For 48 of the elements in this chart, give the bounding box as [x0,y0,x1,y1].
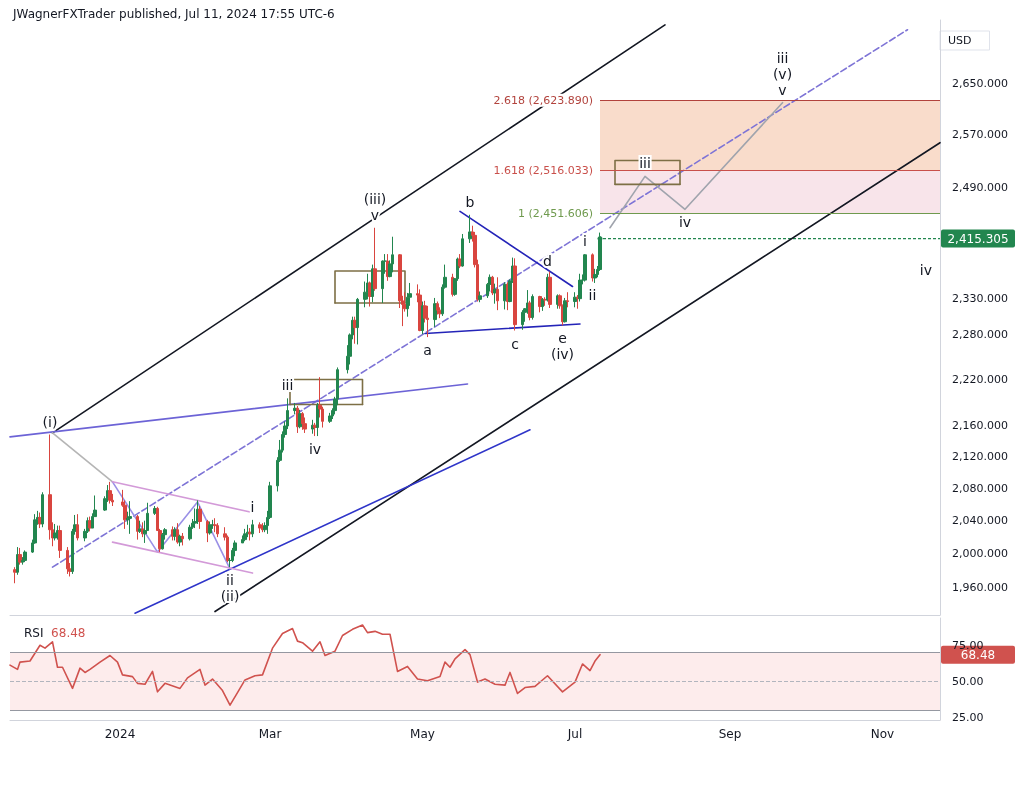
annotation: v [778,81,787,98]
y-tick-label: 2,220.000 [952,372,1008,386]
annotation: c [511,335,519,352]
text: 68.48 [960,647,996,662]
y-tick-label: 2,650.000 [952,77,1008,91]
y-tick-label: 2,280.000 [952,328,1008,342]
annotation: ii [588,286,597,303]
annotation: iii [776,49,789,66]
y-tick-label: 25.00 [952,710,984,724]
y-tick-label: 50.00 [952,674,984,688]
chart-title: JWagnerFXTrader published, Jul 11, 2024 17:55 UTC-6 [12,7,335,21]
annotation: 68.48 [51,626,86,640]
y-tick-label: 1,960.000 [952,581,1008,594]
annotation: iv [678,214,692,231]
annotation: 2,415.305 [947,231,1009,246]
ref-line-label: 1.618 (2,516.033) [493,163,593,177]
annotation: iv [919,261,932,278]
ref-line-label: 2.618 (2,623.890) [493,93,593,107]
y-tick-label: 2,570.000 [952,128,1008,142]
annotation: i [250,498,255,515]
annotation: ii [226,572,234,589]
annotation: (iii) [363,190,387,207]
annotation: (v) [772,65,793,82]
annotation: b [465,193,475,210]
annotation: d [543,252,552,269]
x-tick-label: Nov [870,727,895,741]
annotation: iv [308,441,322,458]
y-axis-title: USD [948,34,972,47]
annotation: (ii) [220,588,240,605]
annotation: (iv) [550,346,575,363]
x-tick-label: May [410,727,435,741]
ref-line-label: 1 (2,451.606) [517,207,593,221]
y-tick-label: 2,040.000 [952,514,1008,528]
x-tick-label: 2024 [104,727,136,741]
series-label: RSI [24,626,44,640]
y-tick-label: 2,000.000 [952,547,1008,561]
x-tick-label: Mar [258,727,282,741]
annotation: a [423,342,432,359]
annotation: e [558,330,567,347]
y-tick-label: 2,330.000 [952,292,1008,306]
annotation: (i) [42,413,58,430]
x-tick-label: Sep [718,727,742,741]
y-tick-label: 2,160.000 [952,418,1008,432]
y-tick-label: 2,120.000 [952,449,1008,463]
x-tick-label: Jul [566,727,583,741]
y-tick-label: 2,490.000 [952,181,1008,195]
y-tick-label: 2,080.000 [952,481,1008,495]
annotation: i [583,233,587,250]
